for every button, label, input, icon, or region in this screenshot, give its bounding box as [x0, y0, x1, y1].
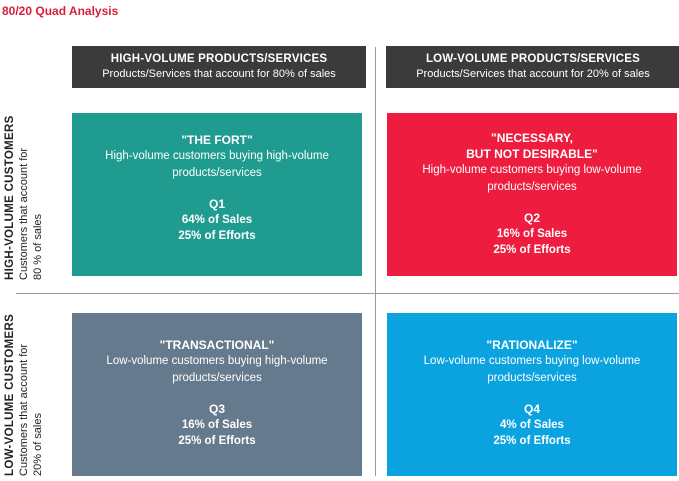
- quadrant-code: Q1: [208, 197, 225, 211]
- row-label-subtitle-line2: 80 % of sales: [32, 213, 44, 280]
- quadrant-description: Low-volume customers buying low-volume p…: [423, 355, 641, 384]
- quadrant-name: "THE FORT": [181, 133, 253, 147]
- quadrant-q2-necessary-but-not-desirable: "NECESSARY, BUT NOT DESIRABLE" High-volu…: [387, 113, 677, 276]
- quadrant-q1-the-fort: "THE FORT" High-volume customers buying …: [72, 113, 362, 276]
- vertical-divider: [375, 47, 376, 476]
- column-header-high-volume-products: HIGH-VOLUME PRODUCTS/SERVICES Products/S…: [72, 46, 366, 88]
- row-label-title: LOW-VOLUME CUSTOMERS: [4, 313, 16, 476]
- column-header-subtitle: Products/Services that account for 80% o…: [102, 68, 336, 80]
- row-label-subtitle-line2: 20% of sales: [32, 413, 44, 476]
- quadrant-code: Q2: [523, 211, 540, 225]
- row-label-title: HIGH-VOLUME CUSTOMERS: [4, 115, 16, 280]
- quadrant-name: "TRANSACTIONAL": [159, 338, 275, 352]
- row-label-subtitle-line1: Customers that account for: [18, 147, 30, 280]
- row-label-subtitle-line1: Customers that account for: [18, 343, 30, 476]
- quadrant-q4-rationalize: "RATIONALIZE" Low-volume customers buyin…: [387, 313, 677, 476]
- quadrant-sales: 4% of Sales: [500, 419, 564, 431]
- quadrant-description: High-volume customers buying high-volume…: [105, 150, 329, 179]
- quadrant-q3-transactional: "TRANSACTIONAL" Low-volume customers buy…: [72, 313, 362, 476]
- quadrant-code: Q4: [523, 402, 540, 416]
- column-header-subtitle: Products/Services that account for 20% o…: [416, 68, 650, 80]
- quadrant-efforts: 25% of Efforts: [493, 244, 571, 256]
- quadrant-description: High-volume customers buying low-volume …: [422, 164, 642, 193]
- quadrant-sales: 16% of Sales: [181, 419, 253, 431]
- quadrant-efforts: 25% of Efforts: [178, 230, 256, 242]
- diagram-title: 80/20 Quad Analysis: [2, 4, 119, 18]
- horizontal-divider: [16, 293, 679, 294]
- quadrant-efforts: 25% of Efforts: [493, 435, 571, 447]
- quadrant-code: Q3: [208, 402, 225, 416]
- quadrant-description: Low-volume customers buying high-volume …: [106, 355, 328, 384]
- quadrant-efforts: 25% of Efforts: [178, 435, 256, 447]
- column-header-title: LOW-VOLUME PRODUCTS/SERVICES: [425, 53, 641, 65]
- quadrant-sales: 64% of Sales: [181, 214, 253, 226]
- column-header-low-volume-products: LOW-VOLUME PRODUCTS/SERVICES Products/Se…: [386, 46, 679, 88]
- quadrant-name: "NECESSARY, BUT NOT DESIRABLE": [466, 131, 598, 161]
- quadrant-sales: 16% of Sales: [496, 228, 568, 240]
- column-header-title: HIGH-VOLUME PRODUCTS/SERVICES: [110, 53, 328, 65]
- quadrant-name: "RATIONALIZE": [486, 338, 578, 352]
